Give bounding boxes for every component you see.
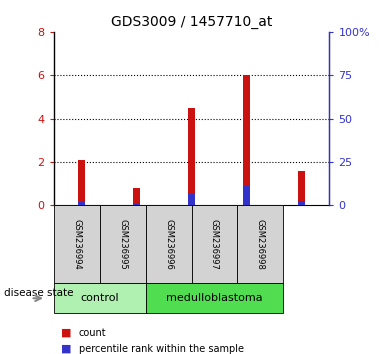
Title: GDS3009 / 1457710_at: GDS3009 / 1457710_at: [111, 16, 272, 29]
Text: GSM236996: GSM236996: [164, 219, 173, 270]
Text: ■: ■: [61, 328, 72, 338]
Bar: [188, 108, 195, 205]
Bar: [298, 171, 305, 205]
Bar: [188, 194, 195, 205]
Text: disease state: disease state: [4, 288, 73, 298]
Text: GSM236994: GSM236994: [72, 219, 81, 270]
Bar: [243, 75, 250, 205]
Text: percentile rank within the sample: percentile rank within the sample: [79, 344, 244, 354]
Text: control: control: [80, 293, 119, 303]
Text: GSM236995: GSM236995: [118, 219, 127, 270]
Text: ■: ■: [61, 344, 72, 354]
Text: GSM236998: GSM236998: [256, 219, 265, 270]
Bar: [78, 160, 85, 205]
Bar: [133, 188, 140, 205]
Bar: [78, 202, 85, 205]
Text: medulloblastoma: medulloblastoma: [166, 293, 263, 303]
Bar: [298, 201, 305, 205]
Bar: [243, 186, 250, 205]
Text: GSM236997: GSM236997: [210, 219, 219, 270]
Text: count: count: [79, 328, 106, 338]
Bar: [133, 203, 140, 205]
